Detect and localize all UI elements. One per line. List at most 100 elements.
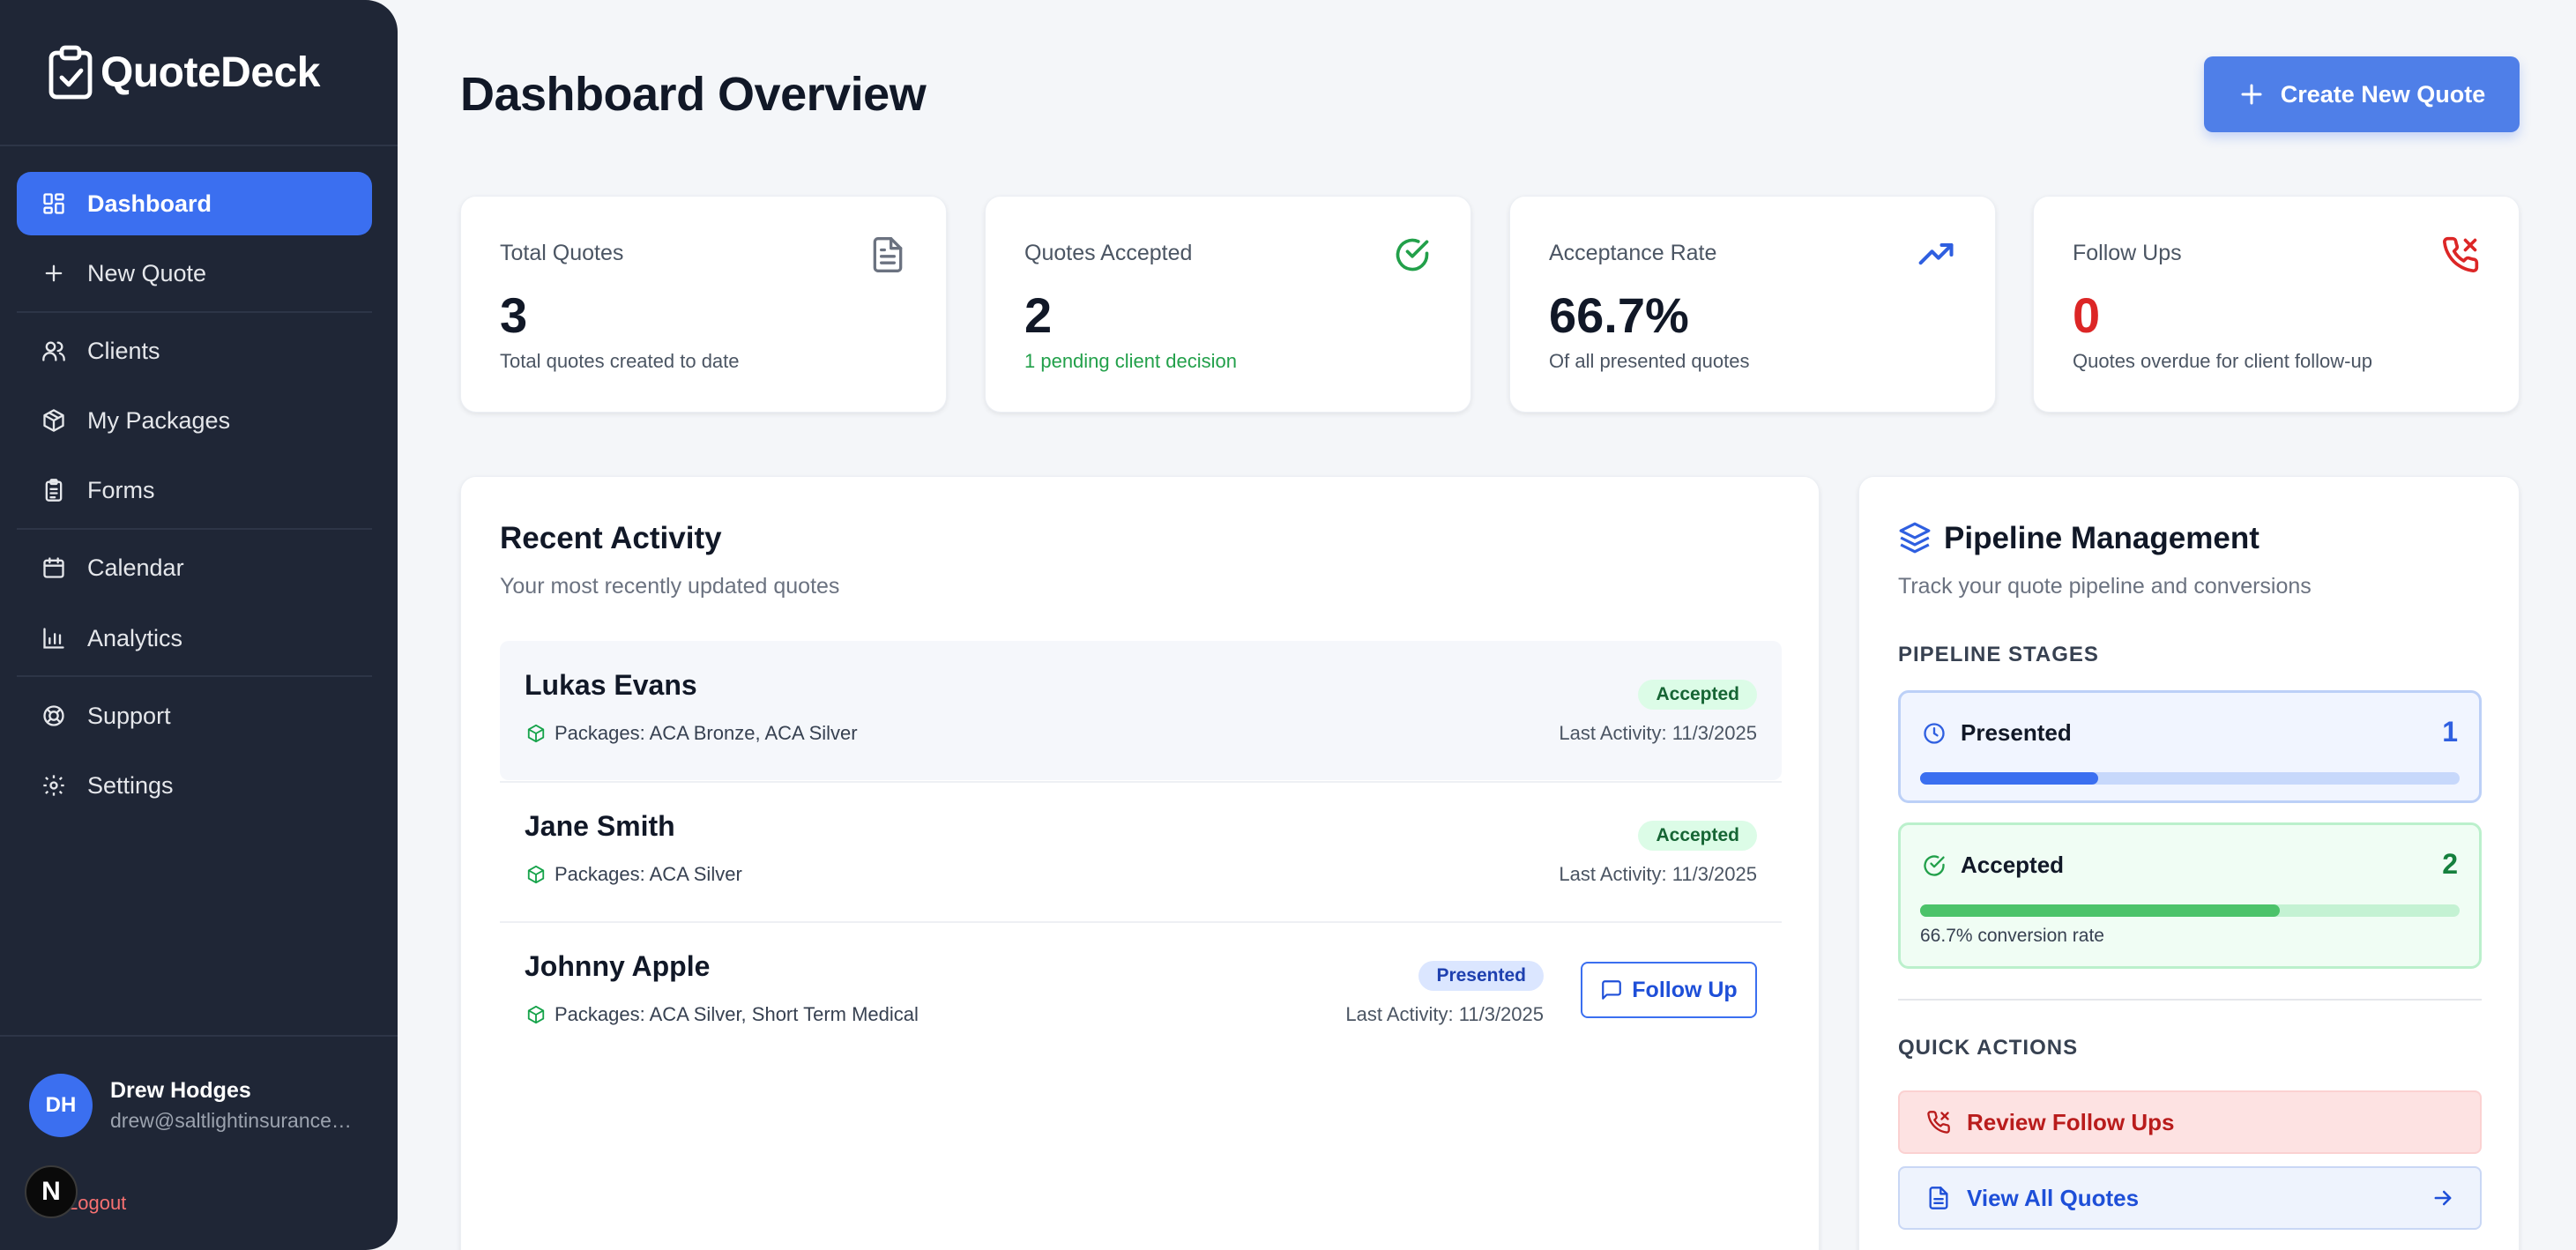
- sidebar-item-support[interactable]: Support: [17, 684, 372, 748]
- recent-activity-subtitle: Your most recently updated quotes: [500, 574, 840, 599]
- last-activity-date: Last Activity: 11/3/2025: [1559, 722, 1757, 744]
- client-name: Jane Smith: [525, 810, 675, 842]
- nav-separator: [17, 528, 372, 530]
- stat-card-total-quotes: Total Quotes 3 Total quotes created to d…: [460, 196, 947, 413]
- stage-accepted[interactable]: Accepted 2 66.7% conversion rate: [1898, 822, 2482, 969]
- sidebar-item-dashboard[interactable]: Dashboard: [17, 172, 372, 235]
- review-follow-ups-button[interactable]: Review Follow Ups: [1898, 1090, 2482, 1154]
- stat-card-follow-ups: Follow Ups 0 Quotes overdue for client f…: [2033, 196, 2520, 413]
- calendar-icon: [43, 557, 64, 578]
- packages-text: Packages: ACA Silver, Short Term Medical: [555, 1003, 919, 1025]
- row-separator: [500, 781, 1782, 783]
- packages-text: Packages: ACA Bronze, ACA Silver: [555, 722, 858, 744]
- status-badge: Presented: [1418, 961, 1544, 991]
- packages-info: Packages: ACA Silver, Short Term Medical: [526, 1003, 919, 1026]
- recent-activity-card: Recent Activity Your most recently updat…: [460, 476, 1820, 1250]
- stage-progress-track: [1920, 772, 2460, 785]
- sidebar-item-label: Clients: [87, 337, 160, 364]
- stat-subtext: Quotes overdue for client follow-up: [2073, 350, 2372, 372]
- package-icon: [527, 865, 545, 884]
- clipboard-check-icon: [48, 45, 93, 100]
- phone-icon: [1927, 1111, 1950, 1134]
- stat-subtext: 1 pending client decision: [1024, 350, 1237, 372]
- client-name: Lukas Evans: [525, 669, 697, 701]
- stage-count: 1: [2442, 716, 2458, 748]
- sidebar-item-my-packages[interactable]: My Packages: [17, 389, 372, 452]
- stat-subtext: Total quotes created to date: [500, 350, 740, 372]
- sidebar-item-calendar[interactable]: Calendar: [17, 536, 372, 599]
- sidebar-item-label: My Packages: [87, 406, 231, 434]
- plus-icon: [45, 264, 63, 282]
- stat-label: Acceptance Rate: [1549, 241, 1717, 265]
- review-follow-ups-label: Review Follow Ups: [1967, 1108, 2175, 1135]
- pipeline-stages-heading: PIPELINE STAGES: [1898, 643, 2099, 666]
- trending-up-icon: [1918, 242, 1954, 265]
- quote-row[interactable]: Johnny Apple Packages: ACA Silver, Short…: [500, 922, 1782, 1061]
- sidebar-item-label: Analytics: [87, 624, 183, 651]
- quick-actions-heading: QUICK ACTIONS: [1898, 1036, 2079, 1060]
- row-separator: [500, 921, 1782, 923]
- stat-value: 3: [500, 287, 528, 343]
- package-icon: [527, 724, 545, 743]
- stat-card-acceptance-rate: Acceptance Rate 66.7% Of all presented q…: [1509, 196, 1996, 413]
- sidebar-item-new-quote[interactable]: New Quote: [17, 242, 372, 305]
- stage-count: 2: [2442, 848, 2458, 880]
- sidebar: QuoteDeck Dashboard New Quote Clients My…: [0, 0, 398, 1250]
- stat-value: 0: [2073, 287, 2101, 343]
- arrow-right-icon: [2434, 1190, 2452, 1206]
- stat-value: 66.7%: [1549, 287, 1689, 343]
- stage-progress-track: [1920, 904, 2460, 917]
- pipeline-subtitle: Track your quote pipeline and conversion…: [1898, 574, 2312, 599]
- view-all-quotes-button[interactable]: View All Quotes: [1898, 1166, 2482, 1230]
- clock-icon: [1924, 722, 1945, 744]
- sidebar-divider: [0, 145, 398, 146]
- stage-presented[interactable]: Presented 1: [1898, 690, 2482, 803]
- pipeline-divider: [1898, 999, 2482, 1001]
- stage-name: Presented: [1961, 719, 2072, 746]
- gear-icon: [43, 775, 64, 796]
- sidebar-item-analytics[interactable]: Analytics: [17, 606, 372, 670]
- lifebuoy-icon: [43, 705, 64, 726]
- stat-label: Quotes Accepted: [1024, 241, 1193, 265]
- packages-text: Packages: ACA Silver: [555, 863, 742, 885]
- dev-tools-badge[interactable]: N: [25, 1165, 78, 1218]
- status-badge: Accepted: [1638, 821, 1757, 851]
- brand-name: QuoteDeck: [101, 48, 320, 96]
- packages-info: Packages: ACA Silver: [526, 863, 742, 886]
- package-icon: [43, 409, 64, 432]
- clipboard-icon: [45, 479, 63, 502]
- quote-row[interactable]: Jane Smith Packages: ACA Silver Accepted…: [500, 782, 1782, 921]
- pipeline-management-card: Pipeline Management Track your quote pip…: [1858, 476, 2520, 1250]
- last-activity-date: Last Activity: 11/3/2025: [1345, 1003, 1544, 1025]
- stage-progress-fill: [1920, 904, 2281, 917]
- users-icon: [42, 341, 65, 361]
- brand-logo[interactable]: QuoteDeck: [48, 42, 320, 102]
- pipeline-title: Pipeline Management: [1944, 521, 2260, 555]
- document-icon: [873, 237, 903, 272]
- create-new-quote-button[interactable]: Create New Quote: [2204, 56, 2520, 132]
- client-name: Johnny Apple: [525, 950, 711, 982]
- sidebar-item-label: Support: [87, 702, 171, 729]
- stat-value: 2: [1024, 287, 1053, 343]
- follow-up-button[interactable]: Follow Up: [1581, 962, 1757, 1018]
- stat-subtext: Of all presented quotes: [1549, 350, 1750, 372]
- phone-icon: [2443, 236, 2479, 272]
- sidebar-divider: [0, 1035, 398, 1037]
- view-all-quotes-label: View All Quotes: [1967, 1184, 2140, 1211]
- conversion-rate-note: 66.7% conversion rate: [1920, 926, 2104, 946]
- stat-card-quotes-accepted: Quotes Accepted 2 1 pending client decis…: [985, 196, 1471, 413]
- quote-row[interactable]: Lukas Evans Packages: ACA Bronze, ACA Si…: [500, 641, 1782, 780]
- message-square-icon: [1602, 980, 1622, 1000]
- sidebar-item-label: Dashboard: [87, 190, 212, 217]
- stage-progress-fill: [1920, 772, 2098, 785]
- follow-up-label: Follow Up: [1632, 977, 1738, 1002]
- check-circle-icon: [1396, 238, 1429, 272]
- stage-label: Presented: [1922, 719, 2072, 747]
- stat-label: Total Quotes: [500, 241, 624, 265]
- sidebar-item-settings[interactable]: Settings: [17, 754, 372, 817]
- user-name: Drew Hodges: [110, 1078, 251, 1103]
- sidebar-item-forms[interactable]: Forms: [17, 458, 372, 522]
- recent-activity-title: Recent Activity: [500, 521, 722, 555]
- sidebar-item-clients[interactable]: Clients: [17, 319, 372, 383]
- user-profile[interactable]: DH Drew Hodges drew@saltlightinsuranceg.…: [29, 1074, 357, 1137]
